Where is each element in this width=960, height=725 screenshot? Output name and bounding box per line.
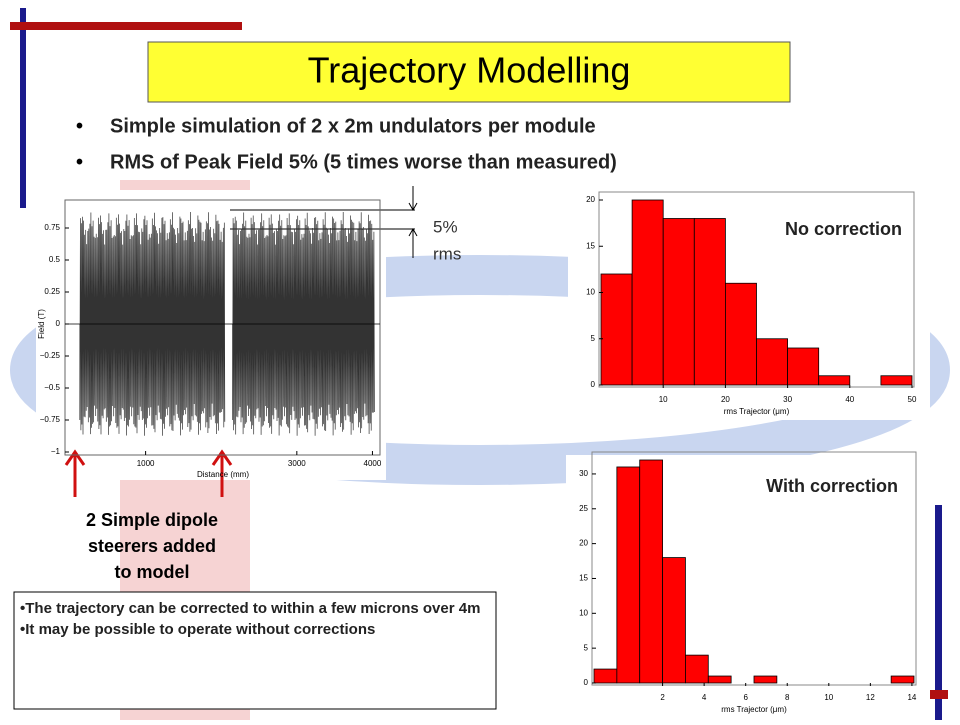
bar (639, 459, 663, 684)
x-tick-label: 50 (908, 395, 917, 404)
bar (880, 375, 913, 386)
x-tick-label: 10 (659, 395, 668, 404)
y-tick-label: −0.75 (40, 415, 61, 424)
steerer-note: 2 Simple dipole (86, 510, 218, 530)
summary-item: •The trajectory can be corrected to with… (20, 600, 481, 617)
bar (631, 199, 664, 386)
y-tick-label: −0.5 (44, 383, 60, 392)
x-tick-label: 14 (907, 693, 916, 702)
y-tick-label: 30 (579, 469, 588, 478)
y-tick-label: 20 (579, 539, 588, 548)
x-tick-label: 12 (866, 693, 875, 702)
x-tick-label: 20 (721, 395, 730, 404)
y-tick-label: 0 (56, 319, 61, 328)
y-axis-label: Field (T) (37, 309, 46, 339)
bar (725, 282, 757, 386)
bar (753, 675, 778, 684)
x-tick-label: 6 (743, 693, 748, 702)
x-tick-label: 8 (785, 693, 790, 702)
y-tick-label: −1 (51, 447, 61, 456)
y-tick-label: 10 (579, 608, 588, 617)
bullet-dot: • (76, 151, 83, 173)
y-tick-label: −0.25 (40, 351, 61, 360)
x-tick-label: 40 (845, 395, 854, 404)
bullet-dot: • (76, 115, 83, 137)
y-tick-label: 5 (584, 643, 589, 652)
y-tick-label: 0 (591, 380, 596, 389)
hist-label: No correction (785, 219, 902, 239)
x-tick-label: 3000 (288, 459, 306, 468)
y-tick-label: 0 (584, 678, 589, 687)
annotation: rms (433, 244, 461, 263)
y-tick-label: 15 (579, 574, 588, 583)
y-tick-label: 15 (586, 241, 595, 250)
steerer-note: to model (115, 562, 190, 582)
x-tick-label: 30 (783, 395, 792, 404)
summary: •The trajectory can be corrected to with… (20, 600, 481, 638)
annotation: 5% (433, 217, 458, 236)
y-tick-label: 0.5 (49, 255, 61, 264)
steerer-note: steerers added (88, 536, 216, 556)
x-tick-label: 10 (824, 693, 833, 702)
steerer-arrows (64, 449, 233, 497)
x-tick-label: 4000 (364, 459, 382, 468)
bar (600, 273, 633, 386)
bar (616, 466, 641, 684)
bar (693, 218, 726, 386)
summary-text: The trajectory can be corrected to withi… (25, 600, 481, 617)
bullet: RMS of Peak Field 5% (5 times worse than… (110, 151, 617, 173)
bar (593, 668, 618, 684)
hist-label: With correction (766, 476, 898, 496)
x-axis-label: rms Trajector (μm) (724, 407, 790, 416)
plot-frame (64, 199, 381, 456)
bar (685, 654, 709, 684)
y-tick-label: 10 (586, 288, 595, 297)
y-tick-label: 25 (579, 504, 588, 513)
bar (662, 218, 695, 386)
bullet: Simple simulation of 2 x 2m undulators p… (110, 115, 596, 137)
bar (890, 675, 915, 684)
bar (818, 375, 851, 386)
x-axis-label: Distance (mm) (197, 470, 249, 479)
bar (662, 557, 686, 684)
plot-frame (598, 191, 915, 388)
plot-frame (591, 451, 917, 686)
y-tick-label: 0.75 (44, 223, 60, 232)
bar (707, 675, 732, 684)
y-tick-label: 5 (591, 334, 596, 343)
title: Trajectory Modelling (308, 50, 631, 91)
y-tick-label: 20 (586, 195, 595, 204)
y-tick-label: 0.25 (44, 287, 60, 296)
title-box (147, 41, 791, 103)
x-axis-label: rms Trajector (μm) (721, 705, 787, 714)
summary-box (13, 591, 497, 710)
summary-text: It may be possible to operate without co… (25, 621, 376, 638)
field-trace (79, 211, 375, 436)
summary-item: •It may be possible to operate without c… (20, 621, 376, 638)
x-tick-label: 2 (660, 693, 665, 702)
x-tick-label: 1000 (137, 459, 155, 468)
x-tick-label: 4 (702, 693, 707, 702)
bar (787, 347, 820, 386)
bar (756, 338, 789, 386)
